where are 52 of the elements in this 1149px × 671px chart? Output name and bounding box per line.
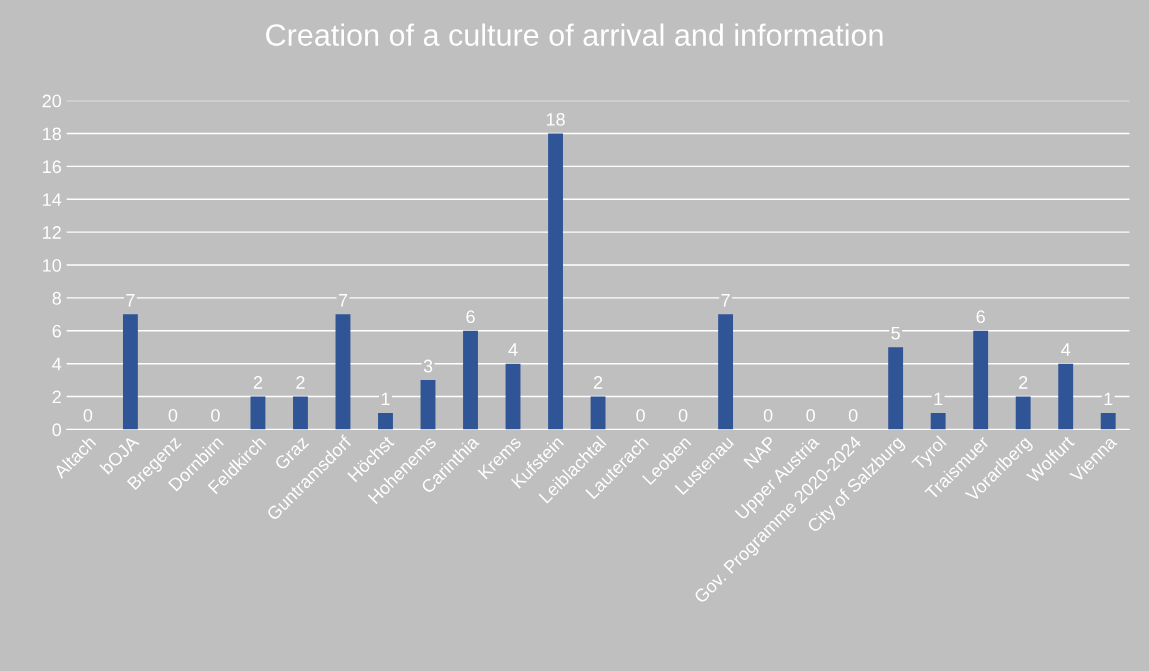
- bar: [1100, 413, 1116, 430]
- data-label: 5: [891, 326, 900, 340]
- y-tick-label: 14: [43, 193, 62, 206]
- bar: [122, 314, 138, 430]
- data-label: 1: [1104, 392, 1113, 406]
- data-label: 2: [296, 376, 305, 389]
- y-tick-label: 12: [43, 226, 61, 239]
- y-tick-label: 20: [42, 94, 62, 108]
- data-label: 7: [338, 294, 348, 307]
- data-label: 0: [211, 408, 220, 422]
- bar: [888, 347, 904, 430]
- data-label: 0: [848, 408, 858, 422]
- data-label: 1: [934, 392, 943, 406]
- data-label: 1: [381, 392, 390, 406]
- data-label: 3: [423, 359, 433, 373]
- data-label: 18: [546, 113, 565, 126]
- y-tick-label: 10: [43, 258, 62, 272]
- y-tick-label: 0: [52, 423, 62, 437]
- data-label: 6: [976, 310, 985, 324]
- bar: [250, 396, 266, 430]
- y-tick-label: 8: [52, 291, 61, 305]
- bar: [718, 314, 734, 430]
- data-label: 0: [83, 408, 93, 422]
- bar: [505, 363, 521, 430]
- y-tick-label: 16: [43, 160, 61, 174]
- data-label: 7: [721, 294, 730, 307]
- chart-title: Creation of a culture of arrival and information: [266, 23, 883, 46]
- bar: [335, 314, 351, 430]
- data-label: 0: [806, 408, 815, 422]
- y-tick-label: 6: [52, 324, 61, 338]
- bar: [590, 396, 606, 430]
- bar: [420, 380, 436, 430]
- bar: [1058, 363, 1074, 430]
- data-label: 0: [168, 408, 178, 422]
- data-label: 2: [1019, 376, 1028, 389]
- data-label: 7: [126, 294, 135, 307]
- data-label: 2: [593, 376, 603, 389]
- y-tick-label: 2: [52, 390, 61, 404]
- data-label: 2: [253, 376, 263, 389]
- data-label: 0: [678, 408, 688, 422]
- bar: [378, 413, 393, 430]
- data-label: 0: [763, 408, 773, 422]
- bar: [930, 413, 946, 430]
- bar: [293, 396, 308, 430]
- data-label: 0: [636, 408, 645, 422]
- bar: [1015, 396, 1031, 430]
- data-label: 4: [1061, 343, 1071, 356]
- y-tick-label: 4: [52, 357, 62, 371]
- bar: [548, 133, 563, 430]
- y-tick-label: 18: [43, 127, 61, 141]
- data-label: 4: [508, 343, 518, 356]
- data-label: 6: [466, 310, 475, 324]
